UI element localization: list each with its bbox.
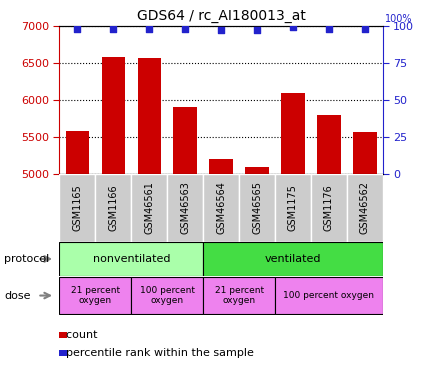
Text: count: count (59, 330, 98, 340)
Text: ventilated: ventilated (265, 254, 321, 264)
Point (218, 27, 225, 33)
Bar (66, 131, 89, 366)
Bar (138, 58, 161, 366)
Text: 100 percent
oxygen: 100 percent oxygen (140, 286, 194, 305)
Point (182, 26, 189, 31)
Point (253, 27, 260, 33)
Text: GSM46564: GSM46564 (216, 181, 226, 234)
Bar (102, 57, 125, 366)
Point (110, 26, 117, 31)
Bar (131, 174, 167, 242)
Bar (275, 277, 383, 314)
Bar (317, 115, 341, 366)
Text: 21 percent
oxygen: 21 percent oxygen (215, 286, 264, 305)
Bar (209, 160, 233, 366)
Text: GSM46561: GSM46561 (144, 181, 154, 234)
Text: GSM1175: GSM1175 (288, 184, 298, 231)
Bar (131, 277, 203, 314)
Bar (353, 132, 377, 366)
Bar (203, 277, 275, 314)
Bar (239, 174, 275, 242)
Bar (281, 93, 304, 366)
Text: GSM1166: GSM1166 (108, 184, 118, 231)
Bar (347, 174, 383, 242)
Text: GSM1176: GSM1176 (324, 184, 334, 231)
Bar (311, 174, 347, 242)
Bar (203, 174, 239, 242)
Point (361, 26, 368, 31)
Bar (167, 174, 203, 242)
Text: 100%: 100% (385, 14, 413, 24)
Bar (275, 174, 311, 242)
Point (290, 24, 297, 30)
Text: percentile rank within the sample: percentile rank within the sample (59, 348, 254, 358)
Bar (59, 242, 203, 276)
Bar (59, 332, 67, 338)
Bar (59, 350, 67, 356)
Text: GSM46565: GSM46565 (252, 181, 262, 234)
Bar (203, 242, 383, 276)
Point (146, 26, 153, 31)
Text: 21 percent
oxygen: 21 percent oxygen (71, 286, 120, 305)
Text: GSM46562: GSM46562 (360, 181, 370, 234)
Bar (59, 174, 95, 242)
Text: nonventilated: nonventilated (92, 254, 170, 264)
Point (74, 26, 81, 31)
Title: GDS64 / rc_AI180013_at: GDS64 / rc_AI180013_at (137, 9, 305, 23)
Bar (59, 277, 131, 314)
Bar (173, 107, 197, 366)
Text: GSM1165: GSM1165 (72, 184, 82, 231)
Text: GSM46563: GSM46563 (180, 181, 190, 234)
Text: protocol: protocol (4, 254, 50, 264)
Text: dose: dose (4, 291, 31, 300)
Bar (95, 174, 131, 242)
Text: 100 percent oxygen: 100 percent oxygen (283, 291, 374, 300)
Point (326, 26, 333, 31)
Bar (246, 167, 269, 366)
